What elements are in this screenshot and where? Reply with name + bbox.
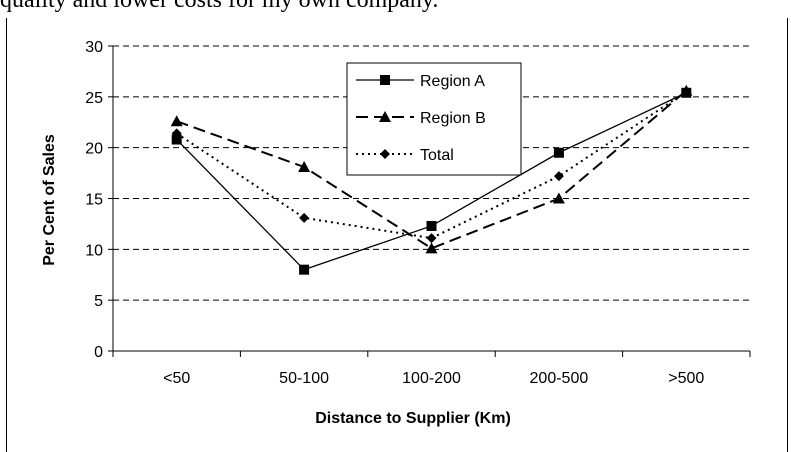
x-tick-label: 200-500 [530, 370, 589, 387]
data-point-region-a [553, 147, 564, 158]
legend-entry-total: Total [356, 147, 454, 164]
y-tick-label: 25 [85, 90, 103, 107]
data-point-region-b [298, 160, 311, 172]
legend-label-total: Total [420, 147, 454, 164]
data-point-region-a [426, 220, 437, 231]
y-tick-label: 20 [85, 141, 103, 158]
data-point-total [299, 212, 310, 223]
data-point-region-a [299, 264, 310, 275]
data-point-total [681, 86, 692, 97]
data-point-region-b [425, 242, 438, 254]
series-line-total [176, 90, 687, 240]
data-point-total [171, 128, 182, 139]
y-tick-label: 5 [94, 293, 103, 310]
x-tick-label: <50 [163, 370, 190, 387]
data-point-region-b [170, 115, 183, 127]
clipped-header-text: quality and lower costs for my own compa… [0, 0, 439, 13]
y-tick-label: 0 [94, 344, 103, 361]
data-point-total [426, 233, 437, 244]
x-tick-label: >500 [668, 370, 704, 387]
legend-entry-region-a: Region A [356, 73, 485, 90]
legend-marker-region-b [379, 111, 391, 122]
legend-entry-region-b: Region B [356, 110, 486, 127]
chart-frame [6, 18, 788, 452]
legend-box [346, 62, 522, 176]
x-tick-label: 100-200 [402, 370, 461, 387]
axes: 0 5 10 15 20 25 30 <50 50-100 100-200 200-500 >500 [85, 39, 751, 387]
series-lines [170, 84, 693, 275]
x-axis-title: Distance to Supplier (Km) [315, 410, 511, 427]
legend: Region A Region B Total [346, 62, 522, 176]
legend-marker-region-a [380, 75, 390, 85]
data-point-total [553, 171, 564, 182]
y-tick-label: 10 [85, 242, 103, 259]
x-tick-label: 50-100 [279, 370, 329, 387]
y-tick-label: 15 [85, 192, 103, 209]
legend-label-region-a: Region A [420, 73, 485, 90]
gridlines [113, 45, 750, 301]
data-point-region-a [171, 134, 182, 145]
series-line-region-b [176, 89, 687, 250]
series-total [171, 86, 692, 244]
y-tick-label: 30 [85, 39, 103, 56]
y-axis-title: Per Cent of Sales [41, 134, 58, 266]
legend-label-region-b: Region B [420, 110, 486, 127]
data-point-region-b [552, 192, 565, 204]
legend-marker-total [380, 149, 390, 159]
